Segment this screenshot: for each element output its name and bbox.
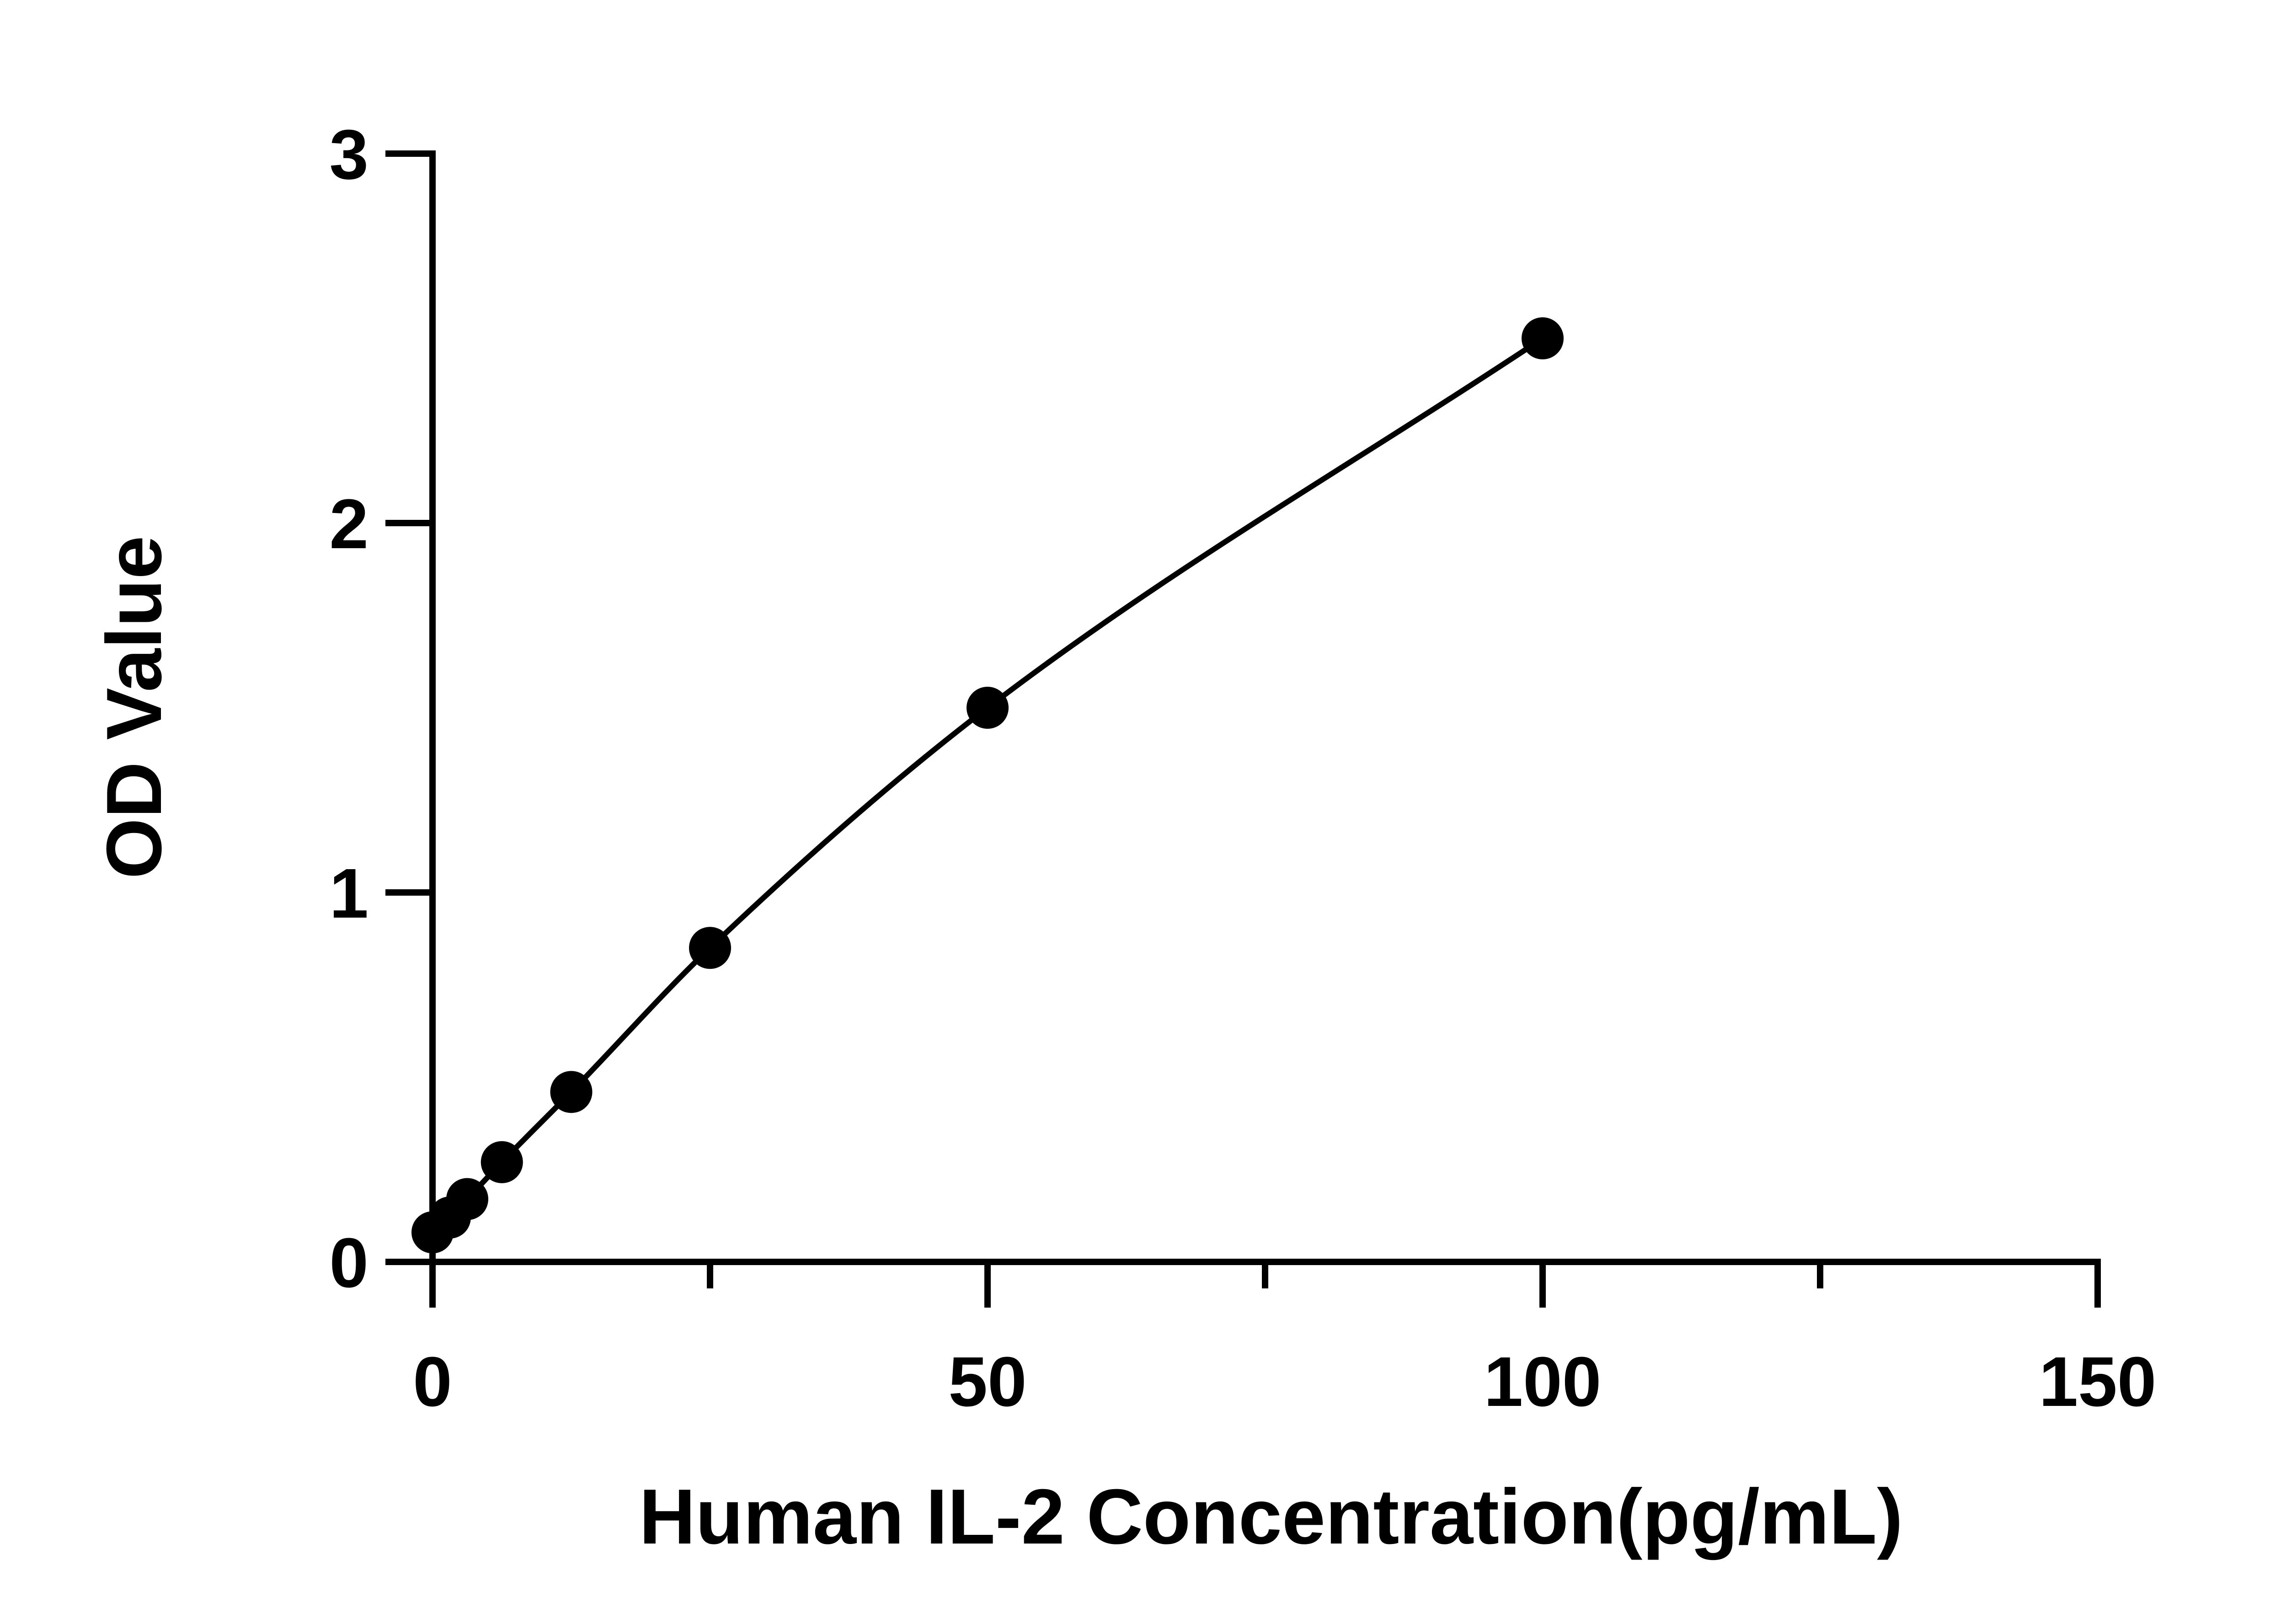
data-point-6 <box>967 687 1009 729</box>
x-tick-label-150: 150 <box>2039 1342 2157 1421</box>
data-point-5 <box>689 927 731 969</box>
x-axis-title: Human IL-2 Concentration(pg/mL) <box>639 1473 1903 1560</box>
y-tick-label-0: 0 <box>329 1223 369 1302</box>
x-tick-label-100: 100 <box>1484 1342 1602 1421</box>
y-tick-label-3: 3 <box>329 115 369 194</box>
x-tick-label-0: 0 <box>413 1342 452 1421</box>
plot-area <box>411 317 1564 1254</box>
fit-curve <box>430 336 1545 1235</box>
axes: 0 1 2 3 0 50 100 150 <box>329 115 2156 1421</box>
data-points <box>411 317 1564 1254</box>
y-tick-label-1: 1 <box>329 854 369 933</box>
x-tick-label-50: 50 <box>948 1342 1026 1421</box>
y-ticks: 0 1 2 3 <box>329 115 433 1302</box>
x-ticks: 0 50 100 150 <box>413 1262 2156 1421</box>
y-tick-label-2: 2 <box>329 485 369 563</box>
data-point-7 <box>1522 317 1564 359</box>
data-point-3 <box>481 1141 523 1183</box>
data-point-2 <box>446 1178 488 1220</box>
data-point-4 <box>550 1071 593 1113</box>
y-axis-title: OD Value <box>91 536 178 879</box>
